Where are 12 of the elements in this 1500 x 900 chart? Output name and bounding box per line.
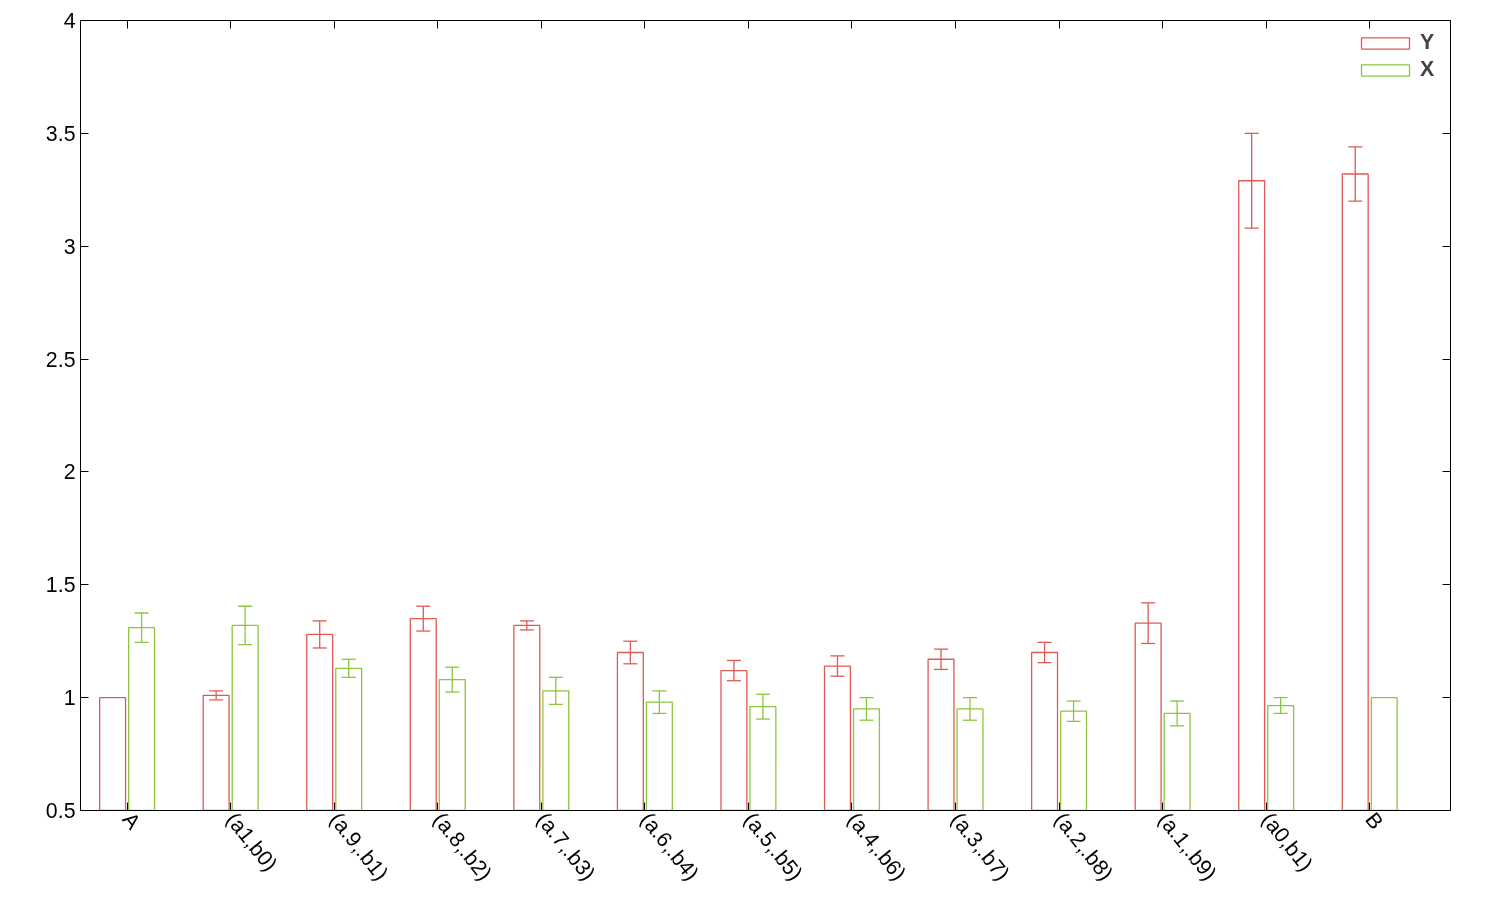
y-tick-label: 4	[63, 9, 76, 33]
x-tick-label: B	[1360, 808, 1388, 835]
legend-label: Y	[1420, 30, 1436, 55]
legend-label: X	[1420, 57, 1436, 82]
y-tick-label: 3	[63, 234, 76, 259]
y-tick-label: 0.5	[45, 799, 76, 823]
y-tick-label: 1	[63, 686, 76, 711]
y-tick-label: 2.5	[45, 347, 76, 372]
y-tick-label: 3.5	[45, 121, 76, 146]
y-tick-label: 2	[63, 460, 76, 485]
y-tick-label: 1.5	[45, 573, 76, 598]
x-tick-label: A	[117, 808, 146, 835]
